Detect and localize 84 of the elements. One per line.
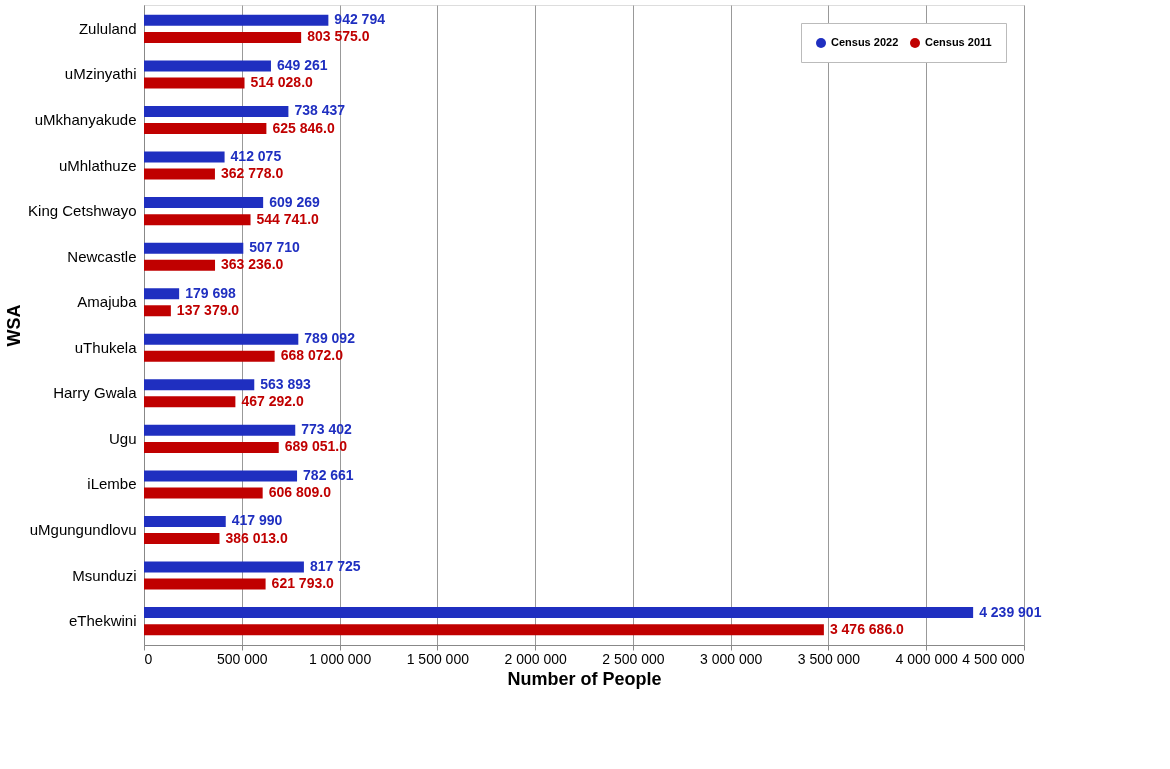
bar: [144, 441, 279, 453]
data-label: 362 778.0: [220, 165, 284, 182]
data-label: 609 269: [269, 193, 320, 210]
data-label: 773 402: [301, 421, 353, 438]
data-label: 606 809.0: [268, 483, 332, 500]
y-tick-label: uMkhanyakude: [34, 111, 137, 129]
y-tick-label: Harry Gwala: [53, 384, 138, 402]
y-tick-label: Amajuba: [77, 293, 138, 311]
y-tick-label: uMhlathuze: [58, 156, 137, 174]
y-tick-label: Newcastle: [67, 247, 137, 265]
data-label: 137 379.0: [176, 301, 240, 318]
bar: [144, 151, 225, 163]
data-label: 563 893: [260, 375, 312, 392]
y-tick-label: uThukela: [74, 338, 138, 356]
legend-label: Census 2011: [925, 36, 992, 48]
bar: [144, 14, 329, 26]
data-label: 942 794: [334, 11, 386, 28]
data-label: 625 846.0: [272, 119, 335, 136]
y-tick-label: eThekwini: [68, 612, 137, 630]
data-label: 514 028.0: [250, 74, 314, 91]
bar: [144, 350, 275, 362]
bar: [144, 77, 245, 89]
data-label: 3 476 686.0: [829, 620, 905, 637]
x-tick-label: 4 000 000: [895, 650, 959, 667]
bar: [144, 242, 244, 254]
y-tick-label: iLembe: [87, 475, 137, 493]
bar: [144, 578, 266, 590]
bar: [144, 533, 220, 545]
data-label: 668 072.0: [280, 347, 344, 364]
bar: [144, 197, 264, 209]
y-tick-label: uMzinyathi: [64, 65, 137, 83]
data-label: 782 661: [303, 466, 354, 483]
bar: [144, 288, 180, 300]
bar: [144, 60, 271, 72]
y-tick-label: Ugu: [108, 429, 137, 447]
y-tick-label: King Cetshwayo: [28, 202, 137, 220]
data-label: 817 725: [309, 557, 361, 574]
bar: [144, 168, 215, 180]
data-label: 363 236.0: [221, 256, 284, 273]
x-tick-label: 4 500 000: [962, 650, 1025, 667]
x-axis-title: Number of People: [507, 668, 662, 689]
x-tick-label: 500 000: [216, 650, 268, 667]
bar: [144, 379, 255, 391]
data-label: 649 261: [276, 56, 328, 73]
bar: [144, 607, 974, 619]
bar: [144, 624, 824, 636]
bar: [144, 515, 226, 527]
bar: [144, 214, 251, 226]
x-tick-label: 2 000 000: [504, 650, 567, 667]
bar: [144, 396, 236, 408]
bar: [144, 31, 302, 43]
x-tick-label: 3 000 000: [700, 650, 763, 667]
bar: [144, 470, 298, 482]
legend-label: Census 2022: [831, 36, 899, 48]
data-label: 417 990: [231, 512, 283, 529]
bar: [144, 305, 171, 317]
x-tick-label: 1 500 000: [406, 650, 470, 667]
bar: [144, 424, 296, 436]
data-label: 412 075: [230, 148, 282, 165]
y-axis-title: WSA: [4, 304, 25, 347]
data-label: 507 710: [249, 239, 301, 256]
bar: [144, 333, 299, 345]
x-tick-label: 3 500 000: [797, 650, 861, 667]
data-label: 789 092: [304, 330, 356, 347]
data-label: 621 793.0: [271, 575, 335, 592]
data-label: 738 437: [294, 102, 346, 119]
data-label: 386 013.0: [225, 529, 288, 546]
bar: [144, 123, 267, 135]
y-tick-label: Msunduzi: [72, 566, 137, 584]
data-label: 467 292.0: [241, 392, 304, 409]
x-tick-label: 1 000 000: [308, 650, 372, 667]
bar: [144, 561, 304, 573]
data-label: 689 051.0: [284, 438, 348, 455]
data-label: 179 698: [185, 284, 236, 301]
bar: [144, 487, 263, 499]
bar: [144, 259, 216, 271]
y-tick-label: Zululand: [78, 19, 137, 37]
bar: [144, 105, 289, 117]
x-tick-label: 0: [144, 650, 153, 667]
data-label: 4 239 901: [979, 603, 1042, 620]
data-label: 803 575.0: [307, 28, 370, 45]
data-label: 544 741.0: [256, 210, 320, 227]
x-tick-label: 2 500 000: [602, 650, 665, 667]
y-tick-label: uMgungundlovu: [29, 520, 137, 538]
